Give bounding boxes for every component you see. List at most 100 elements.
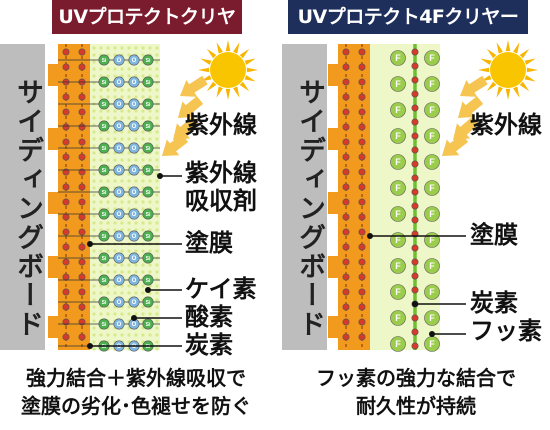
uv-absorber-dot <box>134 291 138 295</box>
uv-absorber-dot <box>148 109 152 113</box>
silicon-atom: Si <box>98 76 110 88</box>
carbon-atom <box>342 123 350 131</box>
fluorine-atom: F <box>390 310 406 326</box>
oxygen-atom: O <box>113 164 125 176</box>
uv-absorber-dot <box>92 326 96 330</box>
uv-absorber-dot <box>155 305 159 309</box>
uv-absorber-dot <box>155 200 159 204</box>
silicon-atom: Si <box>142 252 154 264</box>
oxygen-atom: O <box>113 274 125 286</box>
carbon-atom <box>62 123 70 131</box>
svg-text:O: O <box>117 344 122 350</box>
uv-absorber-dot <box>113 249 117 253</box>
carbon-atom <box>78 198 86 206</box>
uv-absorber-dot <box>99 109 103 113</box>
carbon-atom <box>342 78 350 86</box>
svg-text:O: O <box>132 212 137 218</box>
uv-absorber-dot <box>127 179 131 183</box>
left-legend-silicon: ケイ素 <box>185 275 257 303</box>
uv-absorber-dot <box>155 207 159 211</box>
coating-tab <box>328 64 340 86</box>
fluorine-atom: F <box>424 232 440 248</box>
uv-absorber-dot <box>92 53 96 57</box>
uv-absorber-dot <box>141 228 145 232</box>
uv-absorber-dot <box>127 88 131 92</box>
fluorine-atom: F <box>390 206 406 222</box>
svg-text:F: F <box>395 157 401 167</box>
carbon-atom <box>78 108 86 116</box>
svg-text:F: F <box>429 209 435 219</box>
carbon-atom <box>358 48 366 56</box>
carbon-atom <box>62 318 70 326</box>
svg-text:F: F <box>395 339 401 349</box>
uv-absorber-dot <box>148 46 152 50</box>
uv-absorber-dot <box>134 67 138 71</box>
uv-absorber-dot <box>127 158 131 162</box>
carbon-atom <box>62 108 70 116</box>
carbon-atom <box>411 174 419 182</box>
uv-absorber-dot <box>120 116 124 120</box>
uv-absorber-dot <box>120 74 124 78</box>
uv-absorber-dot <box>134 95 138 99</box>
uv-absorber-dot <box>148 179 152 183</box>
uv-absorber-dot <box>155 319 159 323</box>
uv-absorber-dot <box>120 67 124 71</box>
carbon-atom <box>342 303 350 311</box>
uv-absorber-dot <box>155 60 159 64</box>
uv-absorber-dot <box>99 116 103 120</box>
silicon-atom: Si <box>142 186 154 198</box>
uv-absorber-dot <box>120 137 124 141</box>
svg-text:Si: Si <box>146 322 151 328</box>
uv-absorber-dot <box>127 95 131 99</box>
uv-absorber-dot <box>92 221 96 225</box>
uv-arrow-icon <box>178 96 204 118</box>
carbon-atom <box>411 146 419 154</box>
uv-absorber-dot <box>99 263 103 267</box>
carbon-atom <box>62 303 70 311</box>
oxygen-atom: O <box>128 208 140 220</box>
carbon-atom <box>358 198 366 206</box>
carbon-atom <box>62 213 70 221</box>
silicon-atom: Si <box>142 142 154 154</box>
silicon-atom: Si <box>142 208 154 220</box>
carbon-atom <box>411 62 419 70</box>
uv-absorber-dot <box>92 165 96 169</box>
uv-absorber-dot <box>92 298 96 302</box>
uv-absorber-dot <box>134 46 138 50</box>
uv-absorber-dot <box>92 130 96 134</box>
uv-absorber-dot <box>141 312 145 316</box>
svg-text:O: O <box>132 58 137 64</box>
uv-absorber-dot <box>92 137 96 141</box>
coating-tab <box>48 128 60 150</box>
fluorine-atom: F <box>390 232 406 248</box>
uv-arrow-icon <box>453 116 480 140</box>
uv-absorber-dot <box>120 221 124 225</box>
uv-absorber-dot <box>106 291 110 295</box>
oxygen-atom: O <box>113 142 125 154</box>
right-legend-fluorine: フッ素 <box>470 317 542 345</box>
uv-absorber-dot <box>148 312 152 316</box>
oxygen-atom: O <box>128 120 140 132</box>
uv-absorber-dot <box>141 130 145 134</box>
fluorine-atom: F <box>390 102 406 118</box>
carbon-atom <box>342 198 350 206</box>
uv-absorber-dot <box>99 46 103 50</box>
uv-absorber-dot <box>92 270 96 274</box>
uv-absorber-dot <box>155 179 159 183</box>
svg-text:F: F <box>429 79 435 89</box>
carbon-atom <box>358 333 366 341</box>
uv-absorber-dot <box>148 270 152 274</box>
uv-absorber-dot <box>155 333 159 337</box>
uv-arrow-icon <box>442 134 469 156</box>
silicon-atom: Si <box>142 296 154 308</box>
svg-text:Si: Si <box>102 168 107 174</box>
uv-absorber-dot <box>99 137 103 141</box>
carbon-atom <box>411 216 419 224</box>
fluorine-atom: F <box>390 50 406 66</box>
oxygen-atom: O <box>128 274 140 286</box>
svg-text:F: F <box>429 131 435 141</box>
uv-absorber-dot <box>127 109 131 113</box>
svg-text:F: F <box>429 183 435 193</box>
fluorine-atom: F <box>424 336 440 352</box>
carbon-atom <box>342 138 350 146</box>
